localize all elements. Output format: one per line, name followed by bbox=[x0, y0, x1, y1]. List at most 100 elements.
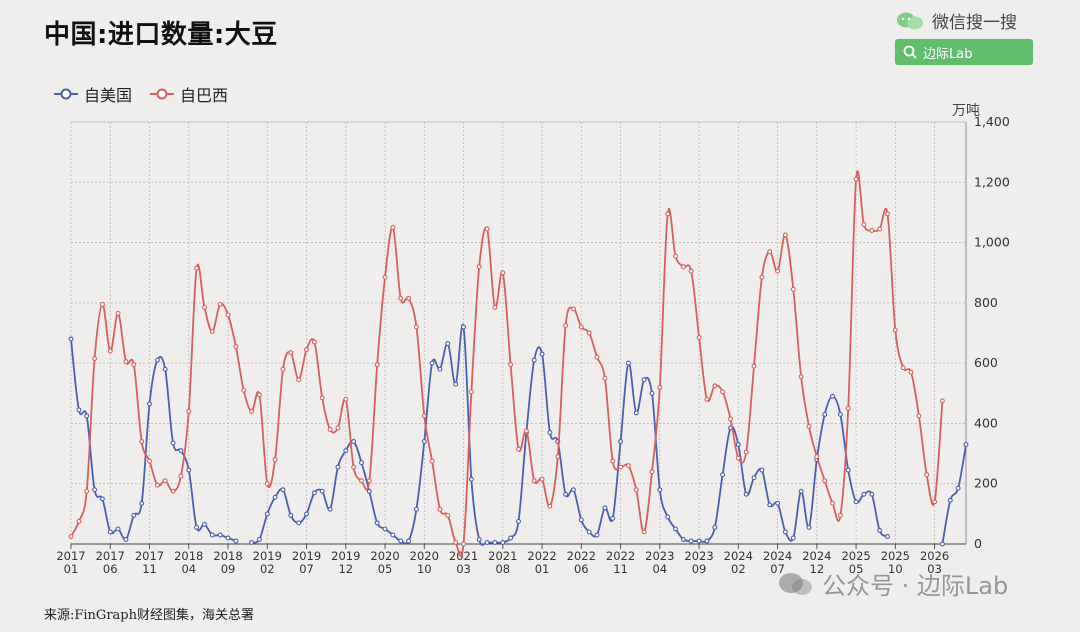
data-point-usa[interactable] bbox=[578, 517, 584, 523]
data-point-brazil[interactable] bbox=[327, 427, 333, 432]
data-point-brazil[interactable] bbox=[688, 268, 694, 274]
data-point-usa[interactable] bbox=[845, 467, 851, 473]
data-point-brazil[interactable] bbox=[885, 211, 890, 217]
data-point-usa[interactable] bbox=[806, 524, 812, 530]
data-point-brazil[interactable] bbox=[680, 264, 686, 270]
data-point-brazil[interactable] bbox=[516, 446, 521, 452]
data-point-usa[interactable] bbox=[233, 538, 239, 544]
data-point-usa[interactable] bbox=[657, 487, 663, 493]
data-point-brazil[interactable] bbox=[916, 413, 922, 419]
data-point-brazil[interactable] bbox=[123, 359, 129, 365]
data-point-usa[interactable] bbox=[76, 407, 82, 413]
data-point-brazil[interactable] bbox=[861, 222, 867, 227]
data-point-brazil[interactable] bbox=[484, 226, 490, 232]
data-point-usa[interactable] bbox=[186, 467, 192, 473]
data-point-brazil[interactable] bbox=[798, 374, 804, 380]
data-point-brazil[interactable] bbox=[264, 481, 270, 487]
data-point-brazil[interactable] bbox=[743, 449, 749, 455]
data-point-brazil[interactable] bbox=[351, 464, 357, 470]
data-point-usa[interactable] bbox=[154, 357, 160, 363]
data-point-usa[interactable] bbox=[877, 527, 883, 533]
data-point-usa[interactable] bbox=[798, 488, 804, 494]
data-point-brazil[interactable] bbox=[571, 306, 576, 312]
data-point-brazil[interactable] bbox=[759, 274, 765, 280]
data-point-brazil[interactable] bbox=[837, 512, 843, 518]
data-point-brazil[interactable] bbox=[869, 228, 875, 233]
data-point-brazil[interactable] bbox=[665, 211, 671, 217]
data-point-usa[interactable] bbox=[68, 336, 74, 342]
data-point-usa[interactable] bbox=[272, 494, 278, 500]
data-point-brazil[interactable] bbox=[657, 384, 663, 390]
data-point-brazil[interactable] bbox=[194, 265, 200, 271]
data-point-usa[interactable] bbox=[178, 448, 184, 454]
data-point-usa[interactable] bbox=[759, 467, 765, 473]
data-point-brazil[interactable] bbox=[618, 464, 624, 470]
data-point-usa[interactable] bbox=[359, 460, 364, 466]
data-point-usa[interactable] bbox=[374, 520, 380, 526]
data-point-usa[interactable] bbox=[296, 520, 302, 526]
data-point-usa[interactable] bbox=[790, 535, 796, 541]
data-point-usa[interactable] bbox=[131, 512, 137, 518]
data-point-brazil[interactable] bbox=[178, 473, 184, 479]
data-point-usa[interactable] bbox=[351, 439, 357, 444]
data-point-brazil[interactable] bbox=[296, 377, 302, 383]
data-point-brazil[interactable] bbox=[139, 439, 145, 444]
data-point-brazil[interactable] bbox=[76, 518, 82, 524]
data-point-brazil[interactable] bbox=[154, 482, 160, 488]
data-point-usa[interactable] bbox=[665, 514, 671, 520]
data-point-brazil[interactable] bbox=[751, 363, 757, 369]
data-point-usa[interactable] bbox=[311, 490, 317, 496]
data-point-usa[interactable] bbox=[610, 515, 616, 521]
data-point-usa[interactable] bbox=[641, 377, 647, 383]
data-point-brazil[interactable] bbox=[814, 454, 820, 460]
data-point-usa[interactable] bbox=[476, 537, 482, 542]
data-point-usa[interactable] bbox=[225, 535, 231, 541]
data-point-brazil[interactable] bbox=[162, 478, 168, 484]
data-point-usa[interactable] bbox=[947, 497, 953, 503]
data-point-usa[interactable] bbox=[547, 430, 553, 435]
data-point-brazil[interactable] bbox=[406, 295, 412, 301]
data-point-brazil[interactable] bbox=[186, 408, 192, 414]
data-point-usa[interactable] bbox=[625, 360, 631, 366]
data-point-usa[interactable] bbox=[673, 526, 678, 532]
data-point-usa[interactable] bbox=[633, 410, 639, 416]
data-point-usa[interactable] bbox=[202, 521, 207, 527]
data-point-usa[interactable] bbox=[406, 538, 412, 544]
data-point-usa[interactable] bbox=[437, 366, 443, 372]
data-point-usa[interactable] bbox=[861, 491, 867, 497]
data-point-usa[interactable] bbox=[468, 476, 474, 482]
legend-item-usa[interactable]: 自美国 bbox=[54, 82, 132, 106]
data-point-usa[interactable] bbox=[696, 538, 702, 544]
data-point-usa[interactable] bbox=[390, 532, 396, 538]
data-point-brazil[interactable] bbox=[272, 457, 278, 463]
data-point-brazil[interactable] bbox=[92, 356, 98, 362]
data-point-usa[interactable] bbox=[885, 534, 890, 539]
data-point-brazil[interactable] bbox=[932, 499, 938, 505]
data-point-usa[interactable] bbox=[398, 538, 404, 544]
data-point-usa[interactable] bbox=[767, 502, 773, 508]
data-point-brazil[interactable] bbox=[99, 301, 105, 307]
data-point-brazil[interactable] bbox=[767, 249, 773, 255]
data-point-brazil[interactable] bbox=[437, 506, 443, 512]
data-point-usa[interactable] bbox=[194, 524, 200, 530]
data-point-brazil[interactable] bbox=[900, 365, 906, 371]
data-point-brazil[interactable] bbox=[939, 398, 945, 404]
data-point-usa[interactable] bbox=[751, 475, 757, 481]
data-point-brazil[interactable] bbox=[822, 478, 828, 484]
data-point-brazil[interactable] bbox=[382, 274, 388, 280]
data-point-brazil[interactable] bbox=[696, 335, 702, 340]
data-point-brazil[interactable] bbox=[578, 324, 584, 330]
data-point-brazil[interactable] bbox=[429, 458, 435, 464]
data-point-brazil[interactable] bbox=[398, 295, 404, 301]
data-point-usa[interactable] bbox=[461, 324, 466, 330]
data-point-brazil[interactable] bbox=[249, 408, 255, 414]
data-point-brazil[interactable] bbox=[445, 512, 451, 518]
data-point-usa[interactable] bbox=[366, 488, 372, 494]
data-point-brazil[interactable] bbox=[209, 329, 215, 334]
data-point-usa[interactable] bbox=[264, 511, 270, 517]
data-point-brazil[interactable] bbox=[673, 253, 678, 259]
data-point-usa[interactable] bbox=[280, 487, 286, 493]
data-point-usa[interactable] bbox=[963, 442, 969, 447]
data-point-brazil[interactable] bbox=[908, 369, 914, 375]
data-point-brazil[interactable] bbox=[461, 541, 466, 547]
